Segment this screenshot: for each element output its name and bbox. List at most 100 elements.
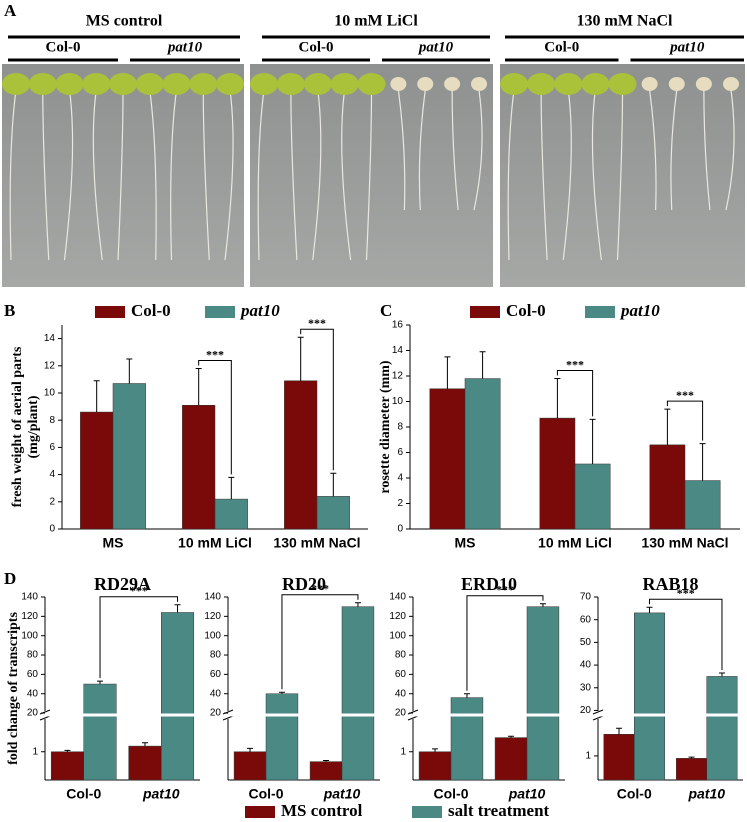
genotype-label: Col-0 bbox=[46, 39, 81, 55]
bar bbox=[128, 745, 162, 781]
y-tick-label: 14 bbox=[392, 345, 404, 356]
axis-break-gap bbox=[599, 713, 744, 717]
rosette bbox=[2, 73, 30, 95]
rosette bbox=[109, 73, 137, 95]
y-tick-label: 2 bbox=[49, 496, 55, 507]
legend-swatch bbox=[245, 806, 275, 818]
root bbox=[365, 89, 373, 261]
bar bbox=[182, 404, 216, 530]
rosette bbox=[82, 73, 111, 95]
y-tick-label: 12 bbox=[392, 371, 404, 382]
significance-bracket bbox=[99, 596, 179, 679]
error-bar bbox=[228, 476, 235, 500]
y-tick-label: 8 bbox=[397, 422, 403, 433]
error-bar bbox=[330, 472, 337, 497]
y-tick-label: 60 bbox=[210, 669, 222, 680]
y-axis-label: fresh weight of aerial parts bbox=[10, 346, 25, 507]
bar bbox=[112, 383, 146, 530]
axis-break-gap bbox=[46, 713, 201, 717]
x-tick-label: pat10 bbox=[323, 786, 361, 802]
y-tick-label: 20 bbox=[210, 708, 222, 719]
error-bar bbox=[539, 603, 546, 607]
x-tick-label: 10 mM LiCl bbox=[538, 535, 612, 551]
axis-break-gap bbox=[229, 713, 381, 717]
x-tick-label: pat10 bbox=[508, 786, 546, 802]
y-tick-label: 70 bbox=[580, 592, 592, 603]
significance-bracket bbox=[198, 360, 232, 475]
y-tick-label: 120 bbox=[389, 611, 406, 622]
error-bar bbox=[688, 756, 695, 759]
genotype-label: pat10 bbox=[417, 39, 454, 55]
y-tick-label: 4 bbox=[49, 469, 55, 480]
root bbox=[540, 89, 548, 261]
chart-title: RD29A bbox=[94, 574, 151, 594]
y-axis-label: rosette diameter (mm) bbox=[378, 360, 393, 494]
bar bbox=[233, 751, 267, 781]
root bbox=[562, 89, 572, 261]
y-tick-label: 60 bbox=[580, 614, 592, 625]
rosette bbox=[390, 77, 407, 91]
y-tick-label: 10 bbox=[392, 396, 404, 407]
error-bar bbox=[323, 760, 330, 762]
y-tick-label: 100 bbox=[204, 630, 221, 641]
root bbox=[616, 89, 624, 261]
bar bbox=[684, 480, 721, 530]
x-tick-label: Col-0 bbox=[249, 786, 284, 802]
error-bar bbox=[278, 691, 285, 694]
y-tick-label: 120 bbox=[204, 611, 221, 622]
genotype-label: pat10 bbox=[668, 39, 705, 55]
y-tick-label: 40 bbox=[395, 688, 407, 699]
root bbox=[703, 89, 711, 211]
bar bbox=[83, 683, 117, 781]
root bbox=[92, 89, 103, 261]
y-tick-label: 80 bbox=[395, 650, 407, 661]
x-tick-label: 130 mM NaCl bbox=[273, 535, 360, 551]
rosette bbox=[135, 73, 164, 95]
y-tick-label: 20 bbox=[580, 705, 592, 716]
rosette bbox=[250, 73, 278, 95]
rosette bbox=[471, 77, 487, 91]
root bbox=[725, 89, 735, 211]
rosette bbox=[554, 73, 583, 95]
y-tick-label: 1 bbox=[400, 746, 406, 757]
axis-break bbox=[39, 709, 51, 721]
error-bar bbox=[444, 356, 451, 389]
x-tick-label: Col-0 bbox=[66, 786, 101, 802]
y-tick-label: 100 bbox=[389, 630, 406, 641]
chart-title: ERD10 bbox=[461, 574, 517, 594]
rosette bbox=[216, 73, 244, 95]
legend-label: pat10 bbox=[619, 301, 660, 320]
rosette bbox=[162, 73, 191, 95]
rosette bbox=[444, 77, 461, 91]
legend-swatch bbox=[470, 306, 500, 318]
significance-bracket bbox=[300, 328, 334, 471]
axis-break bbox=[407, 709, 419, 721]
bar bbox=[161, 612, 195, 781]
rosette bbox=[303, 73, 332, 95]
root bbox=[507, 89, 515, 261]
rosette bbox=[55, 73, 84, 95]
y-tick-label: 140 bbox=[389, 592, 406, 603]
panel-label: B bbox=[4, 301, 15, 320]
bar bbox=[80, 411, 114, 530]
bar bbox=[494, 737, 528, 781]
significance-bracket bbox=[556, 370, 594, 417]
legend-label: pat10 bbox=[239, 301, 280, 320]
root bbox=[257, 89, 265, 261]
error-bar bbox=[297, 336, 304, 381]
x-tick-label: Col-0 bbox=[617, 786, 652, 802]
error-bar bbox=[195, 368, 202, 406]
axis-break bbox=[222, 709, 234, 721]
y-tick-label: 14 bbox=[44, 333, 56, 344]
axis-break bbox=[592, 709, 604, 721]
error-bar bbox=[589, 418, 596, 464]
rosette bbox=[723, 77, 739, 91]
y-tick-label: 10 bbox=[44, 388, 56, 399]
y-tick-label: 60 bbox=[395, 669, 407, 680]
bar bbox=[418, 751, 452, 781]
error-bar bbox=[508, 735, 515, 738]
chart-title: RAB18 bbox=[642, 574, 698, 594]
error-bar bbox=[479, 351, 486, 379]
panel-label: C bbox=[380, 301, 392, 320]
significance-label: *** bbox=[496, 583, 514, 597]
